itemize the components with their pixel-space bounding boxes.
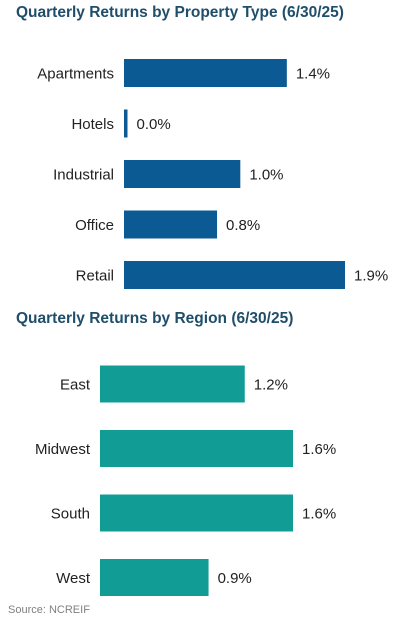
- value-label-industrial: 1.0%: [249, 167, 283, 184]
- category-label-apartments: Apartments: [37, 66, 114, 83]
- bar-hotels: [124, 109, 128, 138]
- bar-chart-region: East 1.2% Midwest 1.6% South 1.6% West 0.9%: [35, 365, 336, 596]
- bar-retail: [124, 261, 345, 289]
- category-label-office: Office: [75, 217, 114, 234]
- value-label-hotels: 0.0%: [137, 116, 171, 133]
- bar-west: [100, 559, 209, 596]
- bar-midwest: [100, 430, 293, 467]
- value-label-midwest: 1.6%: [302, 441, 336, 458]
- category-label-west: West: [56, 570, 91, 587]
- source-note: Source: NCREIF: [8, 604, 90, 616]
- bar-chart-property-type: Apartments 1.4% Hotels 0.0% Industrial 1.0% Of…: [37, 59, 388, 289]
- category-label-hotels: Hotels: [71, 116, 114, 133]
- chart-title-property-type: Quarterly Returns by Property Type (6/30…: [16, 4, 344, 21]
- bar-industrial: [124, 160, 241, 188]
- category-label-south: South: [51, 506, 90, 523]
- bar-south: [100, 494, 293, 532]
- category-label-east: East: [60, 377, 91, 394]
- value-label-office: 0.8%: [226, 217, 260, 234]
- chart-title-region: Quarterly Returns by Region (6/30/25): [16, 310, 294, 327]
- category-label-industrial: Industrial: [53, 167, 114, 184]
- value-label-east: 1.2%: [254, 377, 288, 394]
- value-label-retail: 1.9%: [354, 268, 388, 285]
- category-label-retail: Retail: [76, 268, 114, 285]
- bar-east: [100, 365, 245, 403]
- value-label-south: 1.6%: [302, 506, 336, 523]
- bar-office: [124, 210, 218, 239]
- value-label-apartments: 1.4%: [296, 66, 330, 83]
- value-label-west: 0.9%: [218, 570, 252, 587]
- bar-apartments: [124, 59, 287, 87]
- category-label-midwest: Midwest: [35, 441, 91, 458]
